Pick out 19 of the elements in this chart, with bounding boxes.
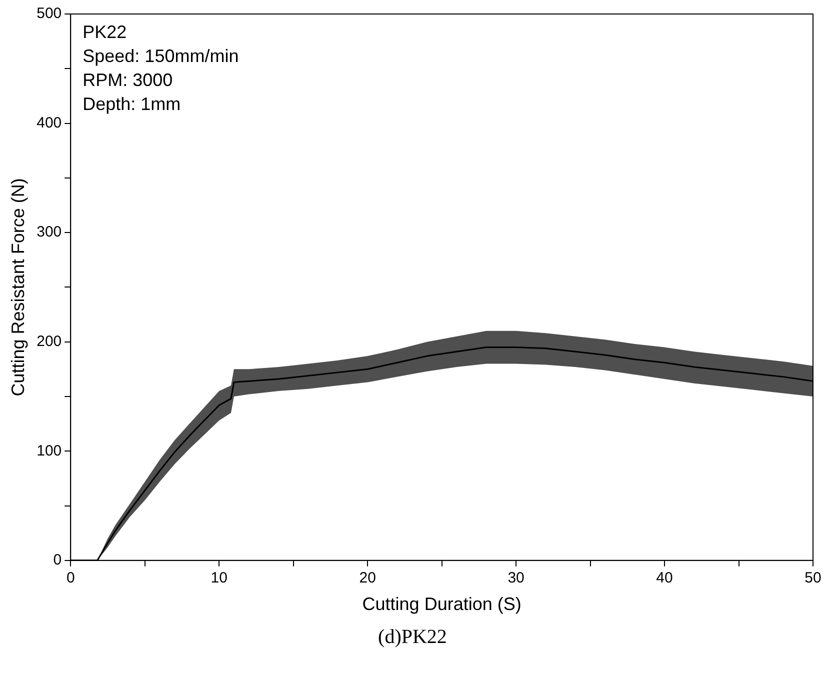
annotation: PK22 (82, 22, 127, 42)
x-tick-label: 30 (508, 570, 524, 587)
y-tick-label: 0 (53, 552, 62, 569)
y-axis-title: Cutting Resistant Force (N) (8, 178, 28, 396)
y-tick-label: 500 (36, 5, 62, 22)
y-tick-label: 100 (36, 442, 62, 460)
x-tick-label: 0 (66, 570, 75, 587)
y-tick-label: 200 (36, 332, 62, 350)
y-tick-label: 400 (36, 114, 62, 132)
x-axis-title: Cutting Duration (S) (362, 594, 522, 614)
x-tick-label: 20 (359, 570, 376, 587)
x-tick-label: 40 (656, 570, 673, 587)
annotation: Speed: 150mm/min (82, 46, 239, 66)
x-tick-label: 10 (210, 570, 228, 587)
text: (d)PK22 (377, 626, 448, 649)
annotation: RPM: 3000 (82, 70, 173, 90)
y-tick-label: 300 (36, 224, 62, 241)
annotation: Depth: 1mm (82, 94, 181, 114)
x-tick-label: 50 (804, 570, 822, 587)
